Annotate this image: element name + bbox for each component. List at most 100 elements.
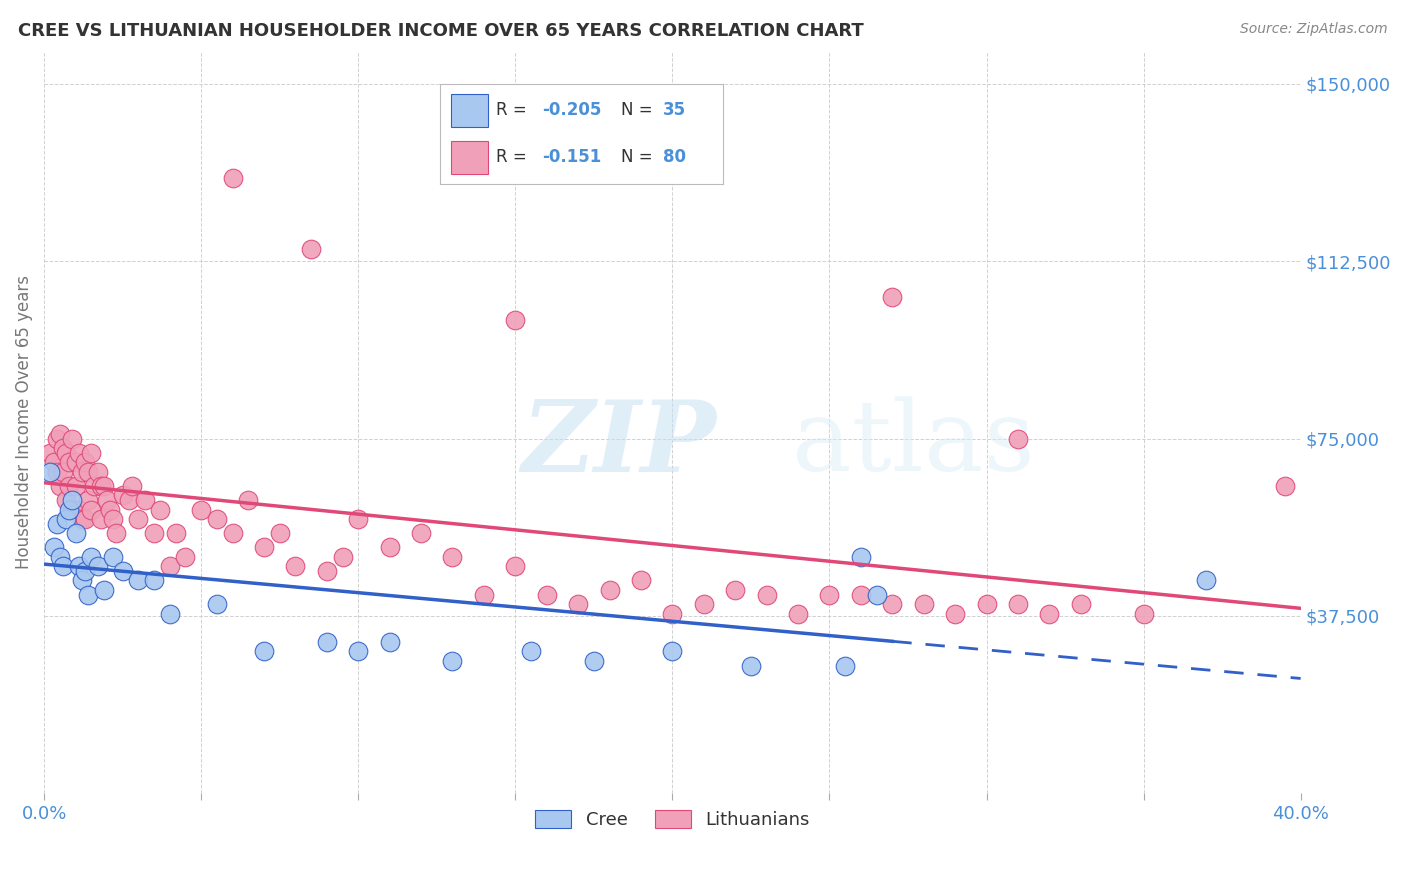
Point [96,493,118,508]
Point [121,479,143,493]
Point [1007,432,1029,446]
Point [976,597,998,611]
Point [93,479,115,493]
Point [253,644,276,658]
Point [1007,597,1029,611]
Point [332,549,354,564]
Point [77,493,100,508]
Point [45,465,67,479]
Point [67,446,90,460]
Point [39,465,62,479]
Point [70,465,93,479]
Point [80,446,103,460]
Point [740,658,762,673]
Point [103,512,125,526]
Point [103,549,125,564]
Point [159,607,181,621]
Text: Source: ZipAtlas.com: Source: ZipAtlas.com [1240,22,1388,37]
Legend: Cree, Lithuanians: Cree, Lithuanians [527,803,817,837]
Point [347,512,370,526]
Point [505,313,527,327]
Point [818,588,841,602]
Point [42,455,65,469]
Point [80,549,103,564]
Point [205,512,228,526]
Point [67,502,90,516]
Point [159,559,181,574]
Point [80,502,103,516]
Point [205,597,228,611]
Point [65,479,87,493]
Point [912,597,935,611]
Point [55,512,77,526]
Point [86,465,108,479]
Point [58,479,80,493]
Point [127,574,149,588]
Point [221,526,243,541]
Point [60,432,83,446]
Point [65,455,87,469]
Point [52,441,75,455]
Point [149,502,172,516]
Point [1195,574,1218,588]
Point [582,654,605,668]
Point [1274,479,1296,493]
Point [49,426,72,441]
Point [347,644,370,658]
Point [599,582,621,597]
Point [472,588,495,602]
Point [378,541,401,555]
Point [865,588,887,602]
Point [693,597,716,611]
Point [93,582,115,597]
Point [98,502,121,516]
Point [60,502,83,516]
Point [118,493,141,508]
Point [882,290,904,304]
Point [49,479,72,493]
Point [253,541,276,555]
Point [787,607,810,621]
Point [55,446,77,460]
Point [134,493,156,508]
Point [45,432,67,446]
Point [441,654,464,668]
Point [943,607,966,621]
Point [165,526,187,541]
Point [73,455,96,469]
Point [174,549,197,564]
Point [73,564,96,578]
Point [441,549,464,564]
Point [77,465,100,479]
Point [73,512,96,526]
Point [661,607,683,621]
Text: ZIP: ZIP [522,396,717,492]
Point [221,171,243,186]
Point [52,559,75,574]
Point [1038,607,1060,621]
Point [105,526,128,541]
Point [77,588,100,602]
Point [269,526,291,541]
Point [39,446,62,460]
Point [67,559,90,574]
Point [60,493,83,508]
Point [882,597,904,611]
Point [111,564,134,578]
Point [42,541,65,555]
Point [409,526,432,541]
Point [661,644,683,658]
Point [315,635,337,649]
Point [45,516,67,531]
Point [630,574,652,588]
Point [834,658,856,673]
Point [378,635,401,649]
Point [520,644,543,658]
Point [55,493,77,508]
Point [58,502,80,516]
Point [284,559,307,574]
Point [127,512,149,526]
Point [65,526,87,541]
Y-axis label: Householder Income Over 65 years: Householder Income Over 65 years [15,275,32,569]
Point [190,502,212,516]
